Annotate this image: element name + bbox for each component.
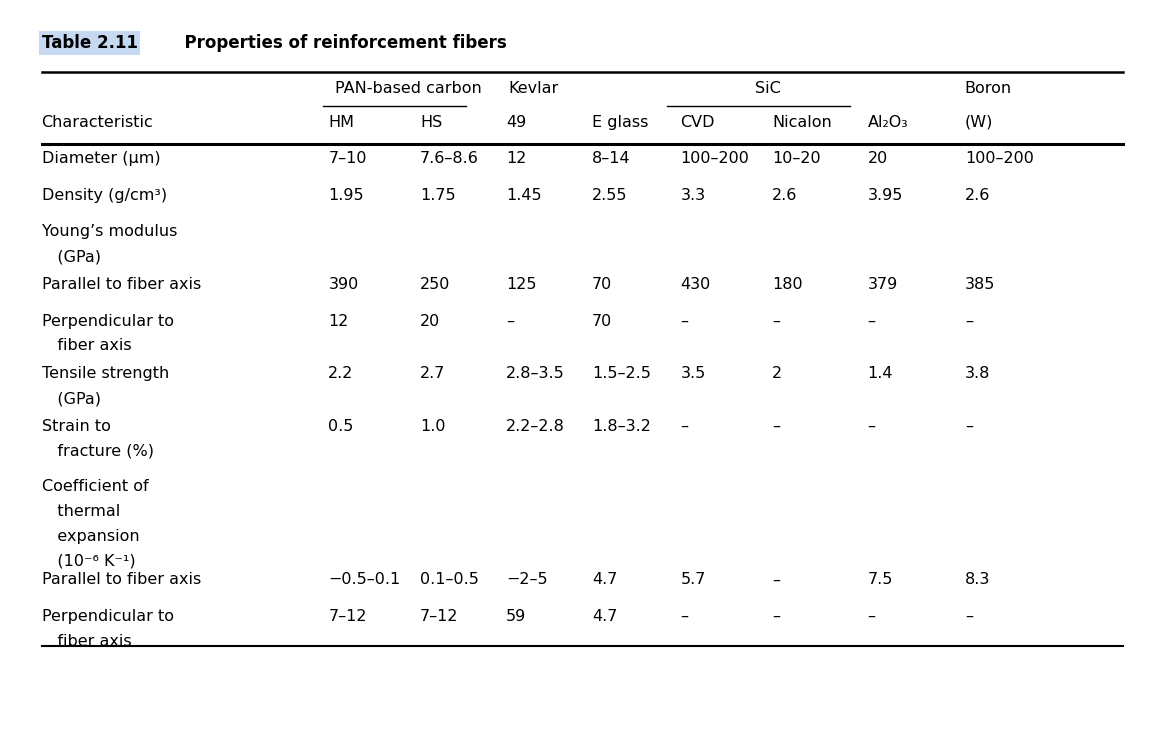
Text: Density (g/cm³): Density (g/cm³) [41, 188, 167, 203]
Text: –: – [681, 609, 689, 624]
Text: 100–200: 100–200 [965, 151, 1034, 167]
Text: Parallel to fiber axis: Parallel to fiber axis [41, 277, 201, 292]
Text: 70: 70 [592, 277, 613, 292]
Text: Perpendicular to: Perpendicular to [41, 313, 174, 329]
Text: HS: HS [420, 115, 443, 130]
Text: thermal: thermal [41, 504, 120, 519]
Text: 2.7: 2.7 [420, 366, 445, 381]
Text: 1.8–3.2: 1.8–3.2 [592, 419, 651, 434]
Text: Perpendicular to: Perpendicular to [41, 609, 174, 624]
Text: 10–20: 10–20 [773, 151, 821, 167]
Text: 1.0: 1.0 [420, 419, 446, 434]
Text: 2.6: 2.6 [773, 188, 798, 203]
Text: Table 2.11: Table 2.11 [41, 34, 138, 52]
Text: 8–14: 8–14 [592, 151, 631, 167]
Text: (GPa): (GPa) [41, 391, 100, 406]
Text: 1.75: 1.75 [420, 188, 455, 203]
Text: Properties of reinforcement fibers: Properties of reinforcement fibers [174, 34, 507, 52]
Text: 2.8–3.5: 2.8–3.5 [506, 366, 565, 381]
Text: 7.5: 7.5 [867, 573, 892, 587]
Text: fiber axis: fiber axis [41, 634, 131, 649]
Text: SiC: SiC [756, 81, 781, 96]
Text: 379: 379 [867, 277, 898, 292]
Text: fiber axis: fiber axis [41, 338, 131, 354]
Text: 2: 2 [773, 366, 782, 381]
Text: (10⁻⁶ K⁻¹): (10⁻⁶ K⁻¹) [41, 553, 136, 568]
Text: Diameter (μm): Diameter (μm) [41, 151, 160, 167]
Text: 20: 20 [420, 313, 440, 329]
Text: 2.2: 2.2 [329, 366, 354, 381]
Text: –: – [773, 573, 781, 587]
Text: 3.3: 3.3 [681, 188, 706, 203]
Text: 1.4: 1.4 [867, 366, 894, 381]
Text: 4.7: 4.7 [592, 609, 618, 624]
Text: –: – [773, 419, 781, 434]
Text: –: – [867, 313, 875, 329]
Text: 180: 180 [773, 277, 803, 292]
Text: 125: 125 [506, 277, 537, 292]
Text: 7–12: 7–12 [420, 609, 459, 624]
Text: 2.55: 2.55 [592, 188, 628, 203]
Text: 12: 12 [329, 313, 348, 329]
Text: Kevlar: Kevlar [508, 81, 559, 96]
Text: 0.1–0.5: 0.1–0.5 [420, 573, 480, 587]
Text: 20: 20 [867, 151, 888, 167]
Text: 70: 70 [592, 313, 613, 329]
Text: 3.8: 3.8 [965, 366, 990, 381]
Text: Parallel to fiber axis: Parallel to fiber axis [41, 573, 201, 587]
Text: 1.95: 1.95 [329, 188, 363, 203]
Text: –: – [681, 313, 689, 329]
Text: Characteristic: Characteristic [41, 115, 153, 130]
Text: –: – [965, 313, 973, 329]
Text: –: – [773, 609, 781, 624]
Text: Al₂O₃: Al₂O₃ [867, 115, 908, 130]
Text: –: – [681, 419, 689, 434]
Text: (W): (W) [965, 115, 994, 130]
Text: 7–10: 7–10 [329, 151, 367, 167]
Text: 2.2–2.8: 2.2–2.8 [506, 419, 565, 434]
Text: (GPa): (GPa) [41, 250, 100, 264]
Text: 8.3: 8.3 [965, 573, 990, 587]
Text: –: – [773, 313, 781, 329]
Text: 1.5–2.5: 1.5–2.5 [592, 366, 651, 381]
Text: 7.6–8.6: 7.6–8.6 [420, 151, 480, 167]
Text: 1.45: 1.45 [506, 188, 542, 203]
Text: 430: 430 [681, 277, 711, 292]
Text: −2–5: −2–5 [506, 573, 547, 587]
Text: 3.5: 3.5 [681, 366, 706, 381]
Text: expansion: expansion [41, 528, 139, 544]
Text: CVD: CVD [681, 115, 715, 130]
Text: fracture (%): fracture (%) [41, 444, 154, 459]
Text: −0.5–0.1: −0.5–0.1 [329, 573, 400, 587]
Text: –: – [965, 609, 973, 624]
Text: 7–12: 7–12 [329, 609, 367, 624]
Text: 250: 250 [420, 277, 451, 292]
Text: Nicalon: Nicalon [773, 115, 833, 130]
Text: 2.6: 2.6 [965, 188, 990, 203]
Text: HM: HM [329, 115, 354, 130]
Text: 390: 390 [329, 277, 359, 292]
Text: 5.7: 5.7 [681, 573, 706, 587]
Text: 59: 59 [506, 609, 527, 624]
Text: PAN-based carbon: PAN-based carbon [336, 81, 482, 96]
Text: Boron: Boron [965, 81, 1012, 96]
Text: 3.95: 3.95 [867, 188, 903, 203]
Text: Strain to: Strain to [41, 419, 110, 434]
Text: Young’s modulus: Young’s modulus [41, 225, 177, 239]
Text: 12: 12 [506, 151, 527, 167]
Text: Coefficient of: Coefficient of [41, 479, 148, 494]
Text: –: – [867, 419, 875, 434]
Text: Tensile strength: Tensile strength [41, 366, 169, 381]
Text: –: – [506, 313, 514, 329]
Text: –: – [867, 609, 875, 624]
Text: –: – [965, 419, 973, 434]
Text: 0.5: 0.5 [329, 419, 354, 434]
Text: 4.7: 4.7 [592, 573, 618, 587]
Text: E glass: E glass [592, 115, 649, 130]
Text: 385: 385 [965, 277, 996, 292]
Text: 49: 49 [506, 115, 527, 130]
Text: 100–200: 100–200 [681, 151, 750, 167]
